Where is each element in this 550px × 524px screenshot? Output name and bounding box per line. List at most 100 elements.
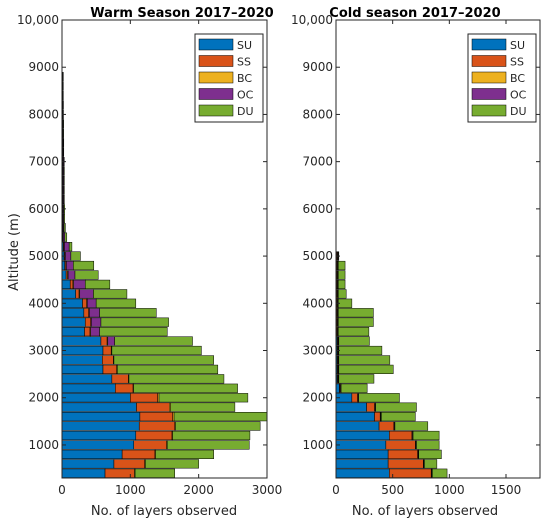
x-tick-label: 1500 bbox=[491, 483, 522, 497]
bar-su-3200 bbox=[61, 336, 102, 346]
bar-ss-1400 bbox=[138, 421, 175, 431]
bar-du-3800 bbox=[338, 308, 374, 318]
bar-su-1400 bbox=[335, 421, 380, 431]
bar-du-5000 bbox=[70, 251, 81, 261]
bar-ss-1400 bbox=[378, 421, 395, 431]
bar-du-6800 bbox=[63, 166, 65, 176]
bar-du-3000 bbox=[111, 345, 202, 356]
bar-du-3000 bbox=[338, 345, 383, 356]
bar-ss-1200 bbox=[389, 430, 413, 441]
legend-swatch-su bbox=[471, 38, 507, 51]
bar-du-1200 bbox=[172, 430, 251, 441]
bar-su-4600 bbox=[61, 270, 67, 280]
legend-swatch-ss bbox=[471, 55, 507, 67]
bar-su-600 bbox=[335, 459, 389, 469]
bar-ss-1000 bbox=[133, 440, 167, 450]
bar-su-1200 bbox=[61, 430, 137, 441]
legend-swatch-oc bbox=[198, 88, 234, 100]
y-tick-label: 1000 bbox=[302, 438, 333, 452]
bar-du-4800 bbox=[338, 260, 346, 271]
bar-su-800 bbox=[335, 449, 389, 459]
warm-season-title: Warm Season 2017–2020 bbox=[90, 6, 273, 21]
bar-du-1400 bbox=[175, 421, 261, 431]
bar-ss-3800 bbox=[83, 308, 89, 318]
legend-label-bc: BC bbox=[237, 72, 252, 85]
y-tick-label: 3000 bbox=[302, 344, 333, 358]
bar-ss-3200 bbox=[100, 336, 108, 346]
bar-du-600 bbox=[145, 459, 199, 469]
bar-su-2000 bbox=[61, 393, 131, 403]
y-tick-label: 5000 bbox=[28, 249, 59, 263]
cold-x-axis-label: No. of layers observed bbox=[352, 504, 498, 519]
bar-du-1800 bbox=[170, 402, 236, 412]
bar-su-1200 bbox=[335, 430, 390, 441]
y-tick-label: 6000 bbox=[302, 202, 333, 216]
x-tick-label: 0 bbox=[332, 483, 340, 497]
legend-swatch-oc bbox=[471, 88, 507, 100]
bar-du-5800 bbox=[63, 213, 65, 223]
bar-du-4000 bbox=[338, 298, 353, 308]
bar-du-3600 bbox=[338, 317, 374, 327]
bar-du-1600 bbox=[381, 412, 416, 422]
bar-ss-2600 bbox=[102, 364, 117, 374]
bar-ss-2200 bbox=[115, 383, 134, 393]
bar-du-1000 bbox=[416, 440, 440, 450]
bar-du-4400 bbox=[338, 279, 346, 290]
bar-du-3200 bbox=[114, 336, 193, 346]
bar-su-1800 bbox=[61, 402, 137, 412]
y-tick-label: 2000 bbox=[28, 391, 59, 405]
bar-oc-3800 bbox=[89, 308, 100, 318]
bar-du-1200 bbox=[412, 430, 440, 441]
legend-label-bc: BC bbox=[510, 72, 525, 85]
y-tick-label: 8000 bbox=[302, 107, 333, 121]
legend-label-oc: OC bbox=[510, 89, 527, 102]
bar-ss-4400 bbox=[69, 279, 74, 290]
bar-oc-3400 bbox=[90, 327, 100, 337]
bar-su-1600 bbox=[335, 412, 375, 422]
bar-du-4000 bbox=[95, 298, 137, 308]
bar-ss-2000 bbox=[351, 393, 358, 403]
bar-su-400 bbox=[335, 468, 390, 478]
bar-su-4400 bbox=[61, 279, 71, 290]
y-tick-label: 4000 bbox=[302, 296, 333, 310]
warm-season-panel: Warm Season 2017–2020 Altitude (m) No. o… bbox=[7, 6, 282, 519]
bar-ss-800 bbox=[387, 449, 418, 459]
bar-su-600 bbox=[61, 459, 115, 469]
bar-du-4400 bbox=[84, 279, 111, 290]
bar-su-1000 bbox=[61, 440, 134, 450]
bar-du-3400 bbox=[338, 327, 370, 337]
x-tick-label: 1000 bbox=[434, 483, 465, 497]
bar-du-2200 bbox=[133, 383, 238, 393]
x-tick-label: 0 bbox=[58, 483, 66, 497]
bar-du-1600 bbox=[173, 412, 268, 422]
cold-season-title: Cold season 2017–2020 bbox=[329, 6, 500, 21]
bar-du-4200 bbox=[93, 289, 128, 299]
bar-su-1400 bbox=[61, 421, 140, 431]
bar-su-400 bbox=[61, 468, 106, 478]
legend-swatch-ss bbox=[198, 55, 234, 67]
y-tick-label: 6000 bbox=[28, 202, 59, 216]
x-tick-label: 2000 bbox=[183, 483, 214, 497]
bar-ss-3000 bbox=[102, 345, 112, 356]
bar-ss-2000 bbox=[130, 393, 158, 403]
legend-swatch-bc bbox=[471, 71, 507, 84]
bar-su-1000 bbox=[335, 440, 387, 450]
legend-label-su: SU bbox=[510, 39, 525, 52]
bar-oc-4000 bbox=[87, 298, 97, 308]
bar-du-600 bbox=[424, 459, 438, 469]
bar-ss-1600 bbox=[139, 412, 173, 422]
y-tick-label: 10,000 bbox=[291, 13, 333, 27]
warm-x-axis-label: No. of layers observed bbox=[91, 504, 237, 519]
bar-ss-1800 bbox=[136, 402, 170, 412]
cold-season-panel: Cold season 2017–2020 No. of layers obse… bbox=[291, 6, 541, 519]
bar-su-4200 bbox=[61, 289, 76, 299]
x-tick-label: 500 bbox=[381, 483, 404, 497]
bar-su-1600 bbox=[61, 412, 141, 422]
bar-su-2600 bbox=[61, 364, 104, 374]
bar-du-3800 bbox=[99, 308, 157, 318]
bar-du-800 bbox=[155, 449, 214, 459]
bar-du-3600 bbox=[100, 317, 169, 327]
bar-du-2000 bbox=[358, 393, 400, 403]
x-tick-label: 1000 bbox=[115, 483, 146, 497]
